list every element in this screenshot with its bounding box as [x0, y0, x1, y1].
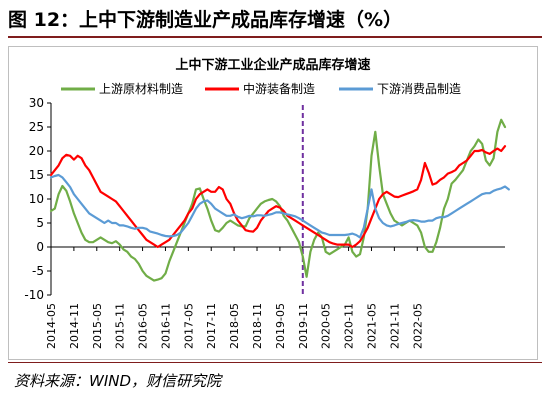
- legend-label: 下游消费品制造: [377, 82, 461, 96]
- x-tick-label: 2016-11: [159, 303, 172, 349]
- x-tick-label: 2018-05: [228, 303, 241, 349]
- x-tick-label: 2018-11: [251, 303, 264, 349]
- x-tick-label: 2021-05: [365, 303, 378, 349]
- chart-frame: 上中下游工业企业产成品库存增速 上游原材料制造 中游装备制造 下游消费品制造 -10…: [8, 46, 538, 360]
- y-tick-label: -10: [24, 288, 44, 302]
- title-rule: [8, 36, 542, 38]
- y-axis: -10 -5 0 5 10 15 20 25 30: [24, 96, 52, 302]
- x-tick-label: 2022-05: [411, 303, 424, 349]
- y-tick-label: 30: [29, 96, 44, 110]
- x-axis: 2014-05 2014-11 2015-05 2015-11 2016-05 2016-…: [45, 246, 505, 349]
- x-tick-label: 2020-11: [343, 303, 356, 349]
- x-tick-label: 2014-11: [68, 303, 81, 349]
- x-tick-label: 2015-05: [91, 303, 104, 349]
- line-chart: 上中下游工业企业产成品库存增速 上游原材料制造 中游装备制造 下游消费品制造 -10…: [24, 57, 510, 349]
- source-note: 资料来源：WIND，财信研究院: [14, 372, 222, 390]
- legend-label: 上游原材料制造: [99, 82, 183, 96]
- series-line: [49, 173, 510, 239]
- y-tick-label: 10: [29, 192, 44, 206]
- y-tick-label: -5: [32, 264, 44, 278]
- series-line: [49, 118, 507, 282]
- y-tick-label: 25: [29, 120, 44, 134]
- source-rule: [8, 362, 542, 363]
- x-tick-label: 2017-11: [205, 303, 218, 349]
- x-tick-label: 2021-11: [388, 303, 401, 349]
- series-group: [49, 118, 510, 282]
- x-tick-label: 2014-05: [45, 303, 58, 349]
- x-tick-label: 2016-05: [137, 303, 150, 349]
- x-tick-label: 2017-05: [182, 303, 195, 349]
- y-tick-label: 0: [36, 240, 44, 254]
- legend-label: 中游装备制造: [243, 81, 315, 96]
- chart-legend: 上游原材料制造 中游装备制造 下游消费品制造: [61, 81, 461, 96]
- y-tick-label: 5: [36, 216, 44, 230]
- x-tick-label: 2015-11: [114, 303, 127, 349]
- y-tick-label: 15: [29, 168, 44, 182]
- x-tick-label: 2019-05: [274, 303, 287, 349]
- figure-title: 图 12：上中下游制造业产成品库存增速（%）: [8, 9, 403, 31]
- x-tick-label: 2019-11: [297, 303, 310, 349]
- y-tick-label: 20: [29, 144, 44, 158]
- chart-title: 上中下游工业企业产成品库存增速: [175, 57, 370, 73]
- series-line: [49, 145, 507, 249]
- x-tick-label: 2020-05: [320, 303, 333, 349]
